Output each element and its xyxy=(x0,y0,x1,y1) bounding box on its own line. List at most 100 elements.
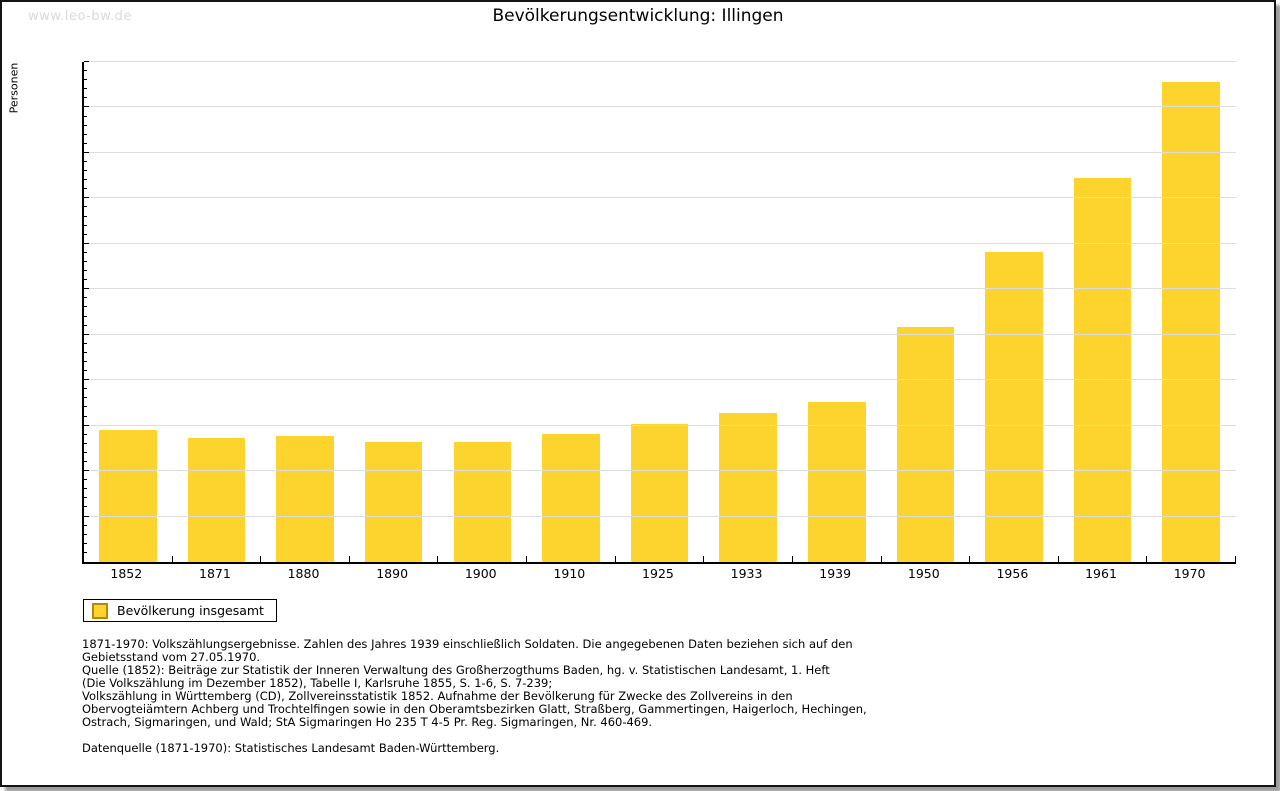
y-minor-tick xyxy=(84,279,87,281)
y-minor-tick xyxy=(84,351,87,353)
grid-line xyxy=(84,242,1236,244)
grid-line xyxy=(84,151,1236,153)
footnote-line: Quelle (1852): Beiträge zur Statistik de… xyxy=(82,663,830,677)
grid-line xyxy=(84,333,1236,335)
x-tick-label: 1961 xyxy=(1085,566,1117,581)
legend-box: Bevölkerung insgesamt xyxy=(83,599,277,622)
bar-band xyxy=(970,62,1059,562)
grid-line xyxy=(84,470,1236,472)
bar xyxy=(453,442,512,562)
y-major-tick xyxy=(84,424,89,426)
grid-line xyxy=(84,288,1236,290)
bar xyxy=(896,326,955,562)
bar-band xyxy=(261,62,350,562)
grid-line xyxy=(84,197,1236,199)
bar xyxy=(276,435,334,562)
bar-band xyxy=(438,62,527,562)
y-minor-tick xyxy=(84,88,87,90)
y-minor-tick xyxy=(84,461,87,462)
legend-label: Bevölkerung insgesamt xyxy=(117,603,264,618)
x-boundary-tick xyxy=(1146,556,1148,562)
y-major-tick xyxy=(84,333,89,335)
x-tick-label: 1970 xyxy=(1173,566,1206,581)
bar-band xyxy=(616,62,705,562)
y-major-tick xyxy=(84,151,89,153)
y-minor-tick xyxy=(84,215,87,217)
y-major-tick xyxy=(84,61,89,62)
y-minor-tick xyxy=(84,97,87,99)
bar-band xyxy=(527,62,616,562)
x-axis-tick-labels: 1852 1871 1880 1890 1900 1910 1925 1933 1939 1950… xyxy=(82,566,1234,581)
x-tick-label: 1890 xyxy=(376,566,409,581)
y-minor-tick xyxy=(84,388,87,390)
x-boundary-tick xyxy=(791,556,793,562)
y-minor-tick xyxy=(84,497,87,499)
x-tick-label: 1950 xyxy=(907,566,940,581)
footnote-line: Ostrach, Sigmaringen, und Wald; StA Sigm… xyxy=(82,715,653,729)
y-minor-tick xyxy=(84,342,87,344)
y-axis-title: Personen xyxy=(7,62,21,114)
grid-line xyxy=(84,424,1236,426)
bar-band xyxy=(173,62,262,562)
legend-swatch-icon xyxy=(92,602,108,619)
y-major-tick xyxy=(84,379,89,381)
y-minor-tick xyxy=(84,206,87,208)
y-minor-tick xyxy=(84,524,87,526)
x-boundary-tick xyxy=(171,556,173,562)
y-minor-tick xyxy=(84,224,87,226)
x-boundary-tick xyxy=(526,556,528,562)
bar xyxy=(187,438,246,562)
y-major-tick xyxy=(84,515,89,517)
footnote-line: 1871-1970: Volkszählungsergebnisse. Zahl… xyxy=(82,637,853,651)
x-tick-label: 1871 xyxy=(199,566,231,581)
plot-area xyxy=(82,61,1236,564)
bar-band xyxy=(793,62,882,562)
y-minor-tick xyxy=(84,306,87,308)
y-minor-tick xyxy=(84,79,87,81)
x-tick-label: 1933 xyxy=(730,566,763,581)
y-minor-tick xyxy=(84,433,87,435)
y-minor-tick xyxy=(84,442,87,444)
bar xyxy=(985,251,1043,562)
x-boundary-tick xyxy=(260,556,262,562)
y-minor-tick xyxy=(84,397,87,399)
y-minor-tick xyxy=(84,188,87,190)
footnote-line: (Die Volkszählung im Dezember 1852), Tab… xyxy=(82,676,553,690)
y-minor-tick xyxy=(84,451,87,453)
footnote-line: Gebietsstand vom 27.05.1970. xyxy=(82,650,261,664)
y-minor-tick xyxy=(84,142,87,144)
x-tick-label: 1852 xyxy=(110,566,143,581)
bar-series xyxy=(84,62,1236,562)
x-tick-label: 1956 xyxy=(996,566,1029,581)
bar xyxy=(1073,178,1132,562)
bar xyxy=(542,434,600,562)
y-minor-tick xyxy=(84,179,87,181)
bar-band xyxy=(881,62,970,562)
footnote-line: Volkszählung in Württemberg (CD), Zollve… xyxy=(82,689,793,703)
y-minor-tick xyxy=(84,533,87,535)
footnote-line: Obervogteiämtern Achberg und Trochtelfin… xyxy=(82,702,867,716)
footnote-block: 1871-1970: Volkszählungsergebnisse. Zahl… xyxy=(82,638,867,729)
y-minor-tick xyxy=(84,297,87,299)
bar-band xyxy=(350,62,439,562)
grid-line xyxy=(84,106,1236,108)
grid-line xyxy=(84,515,1236,517)
x-tick-label: 1910 xyxy=(553,566,586,581)
y-minor-tick xyxy=(84,406,87,408)
x-boundary-tick xyxy=(1057,556,1059,562)
y-minor-tick xyxy=(84,488,87,490)
x-boundary-tick xyxy=(1235,556,1236,562)
y-minor-tick xyxy=(84,133,87,135)
y-minor-tick xyxy=(84,124,87,126)
x-boundary-tick xyxy=(437,556,439,562)
y-minor-tick xyxy=(84,370,87,372)
y-major-tick xyxy=(84,106,89,108)
y-minor-tick xyxy=(84,70,87,72)
y-minor-tick xyxy=(84,324,87,326)
bar xyxy=(807,401,866,562)
bar xyxy=(364,442,423,562)
datasource-line: Datenquelle (1871-1970): Statistisches L… xyxy=(82,741,500,755)
y-major-tick xyxy=(84,288,89,290)
y-minor-tick xyxy=(84,270,87,272)
bar xyxy=(630,424,689,562)
